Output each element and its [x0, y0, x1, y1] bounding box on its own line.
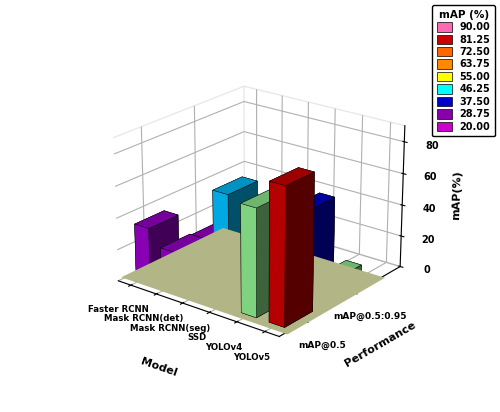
- Y-axis label: Performance: Performance: [344, 320, 417, 369]
- Legend: 90.00, 81.25, 72.50, 63.75, 55.00, 46.25, 37.50, 28.75, 20.00: 90.00, 81.25, 72.50, 63.75, 55.00, 46.25…: [432, 5, 495, 136]
- X-axis label: Model: Model: [139, 357, 178, 379]
